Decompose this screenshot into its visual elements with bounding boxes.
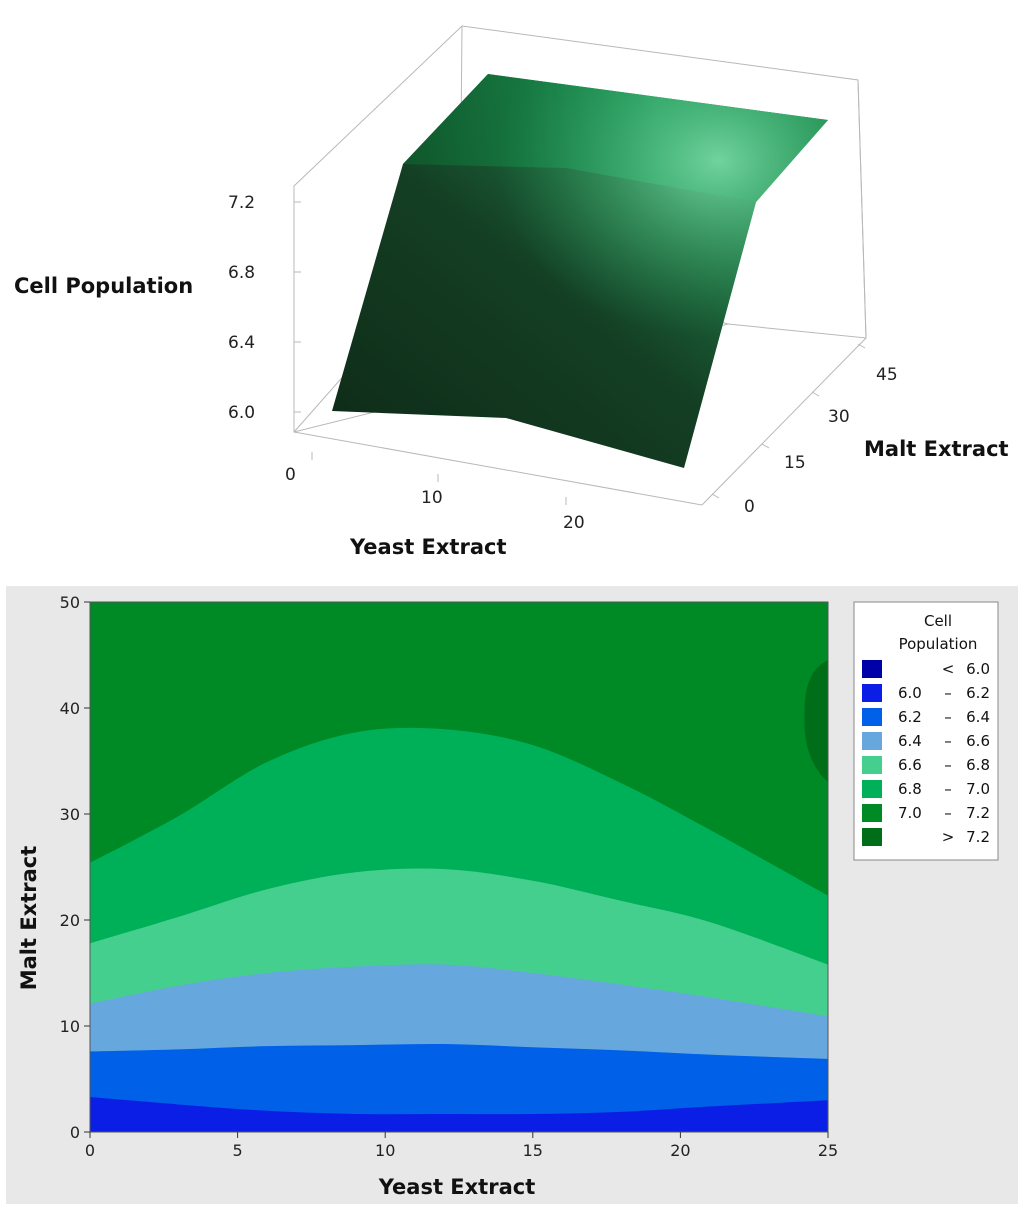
y-tick-marks [711, 343, 866, 499]
z-tick-label: 6.8 [228, 263, 255, 283]
x-axis-title: Yeast Extract [378, 1175, 536, 1199]
legend-range-high: 7.2 [966, 804, 990, 822]
plot-border [89, 601, 829, 1133]
x-tick-label: 5 [233, 1141, 243, 1160]
legend-range-low: 6.0 [898, 684, 922, 702]
y-tick-label: 15 [784, 453, 806, 473]
y-tick-label: 30 [60, 805, 80, 824]
z-tick-marks [294, 201, 301, 413]
x-axis-title: Yeast Extract [349, 535, 507, 559]
z-tick-label: 6.4 [228, 333, 255, 353]
legend-range-high: 6.2 [966, 684, 990, 702]
legend-range-low: 6.4 [898, 732, 922, 750]
legend-range-high: 6.8 [966, 756, 990, 774]
y-tick-label: 20 [60, 911, 80, 930]
legend-range-separator: – [944, 756, 952, 774]
y-axis-title: Malt Extract [864, 437, 1009, 461]
legend-range-low: 6.8 [898, 780, 922, 798]
legend-range-low: 6.6 [898, 756, 922, 774]
legend-title: Population [899, 635, 978, 653]
legend-title: Cell [924, 612, 952, 630]
legend-swatch [862, 780, 882, 798]
x-tick-marks [311, 452, 567, 505]
region-6.0-6.2 [90, 1097, 828, 1132]
x-tick-label: 10 [375, 1141, 395, 1160]
legend-swatch [862, 660, 882, 678]
contour-plot-panel: 0 5 10 15 20 25 0 10 20 30 40 50 Yeast Extract Malt… [6, 586, 1018, 1204]
x-tick-label: 20 [563, 513, 585, 533]
z-tick-label: 6.0 [228, 403, 255, 423]
legend-swatch [862, 732, 882, 750]
z-tick-label: 7.2 [228, 193, 255, 213]
y-tick-label: 30 [828, 407, 850, 427]
legend-range-separator: < [942, 660, 955, 678]
legend-range-high: 7.2 [966, 828, 990, 846]
legend-range-separator: > [942, 828, 955, 846]
legend-range-high: 7.0 [966, 780, 990, 798]
legend-range-low: 6.2 [898, 708, 922, 726]
legend-range-high: 6.6 [966, 732, 990, 750]
y-tick-label: 10 [60, 1017, 80, 1036]
legend-range-separator: – [944, 732, 952, 750]
x-tick-label: 20 [670, 1141, 690, 1160]
legend-swatch [862, 756, 882, 774]
x-tick-label: 0 [285, 465, 296, 485]
surface-plot: 7.2 6.8 6.4 6.0 0 10 20 0 15 30 45 Cell … [6, 8, 1018, 566]
contour-regions [90, 602, 828, 1132]
x-tick-label: 15 [523, 1141, 543, 1160]
y-axis-title: Malt Extract [17, 846, 41, 991]
response-surface [332, 74, 828, 468]
legend-swatch [862, 804, 882, 822]
y-tick-label: 40 [60, 699, 80, 718]
z-axis-title: Cell Population [14, 274, 193, 298]
legend-swatch [862, 684, 882, 702]
y-tick-label: 0 [744, 497, 755, 517]
legend-swatch [862, 708, 882, 726]
region-above-7.2 [804, 660, 828, 783]
y-tick-label: 0 [70, 1123, 80, 1142]
legend-range-low: 7.0 [898, 804, 922, 822]
legend-range-separator: – [944, 804, 952, 822]
legend: Cell Population <6.06.0–6.26.2–6.46.4–6.… [853, 601, 999, 861]
region-6.2-6.4 [90, 1043, 828, 1132]
x-tick-label: 10 [421, 488, 443, 508]
contour-axes: 0 5 10 15 20 25 0 10 20 30 40 50 [60, 593, 839, 1160]
legend-range-separator: – [944, 780, 952, 798]
contour-plot: 0 5 10 15 20 25 0 10 20 30 40 50 Yeast Extract Malt… [17, 593, 999, 1199]
legend-swatch [862, 828, 882, 846]
legend-range-high: 6.0 [966, 660, 990, 678]
x-tick-label: 0 [85, 1141, 95, 1160]
x-tick-label: 25 [818, 1141, 838, 1160]
legend-range-separator: – [944, 684, 952, 702]
surface-highlight [332, 74, 828, 468]
y-tick-label: 45 [876, 365, 898, 385]
legend-range-separator: – [944, 708, 952, 726]
surface-plot-panel: 7.2 6.8 6.4 6.0 0 10 20 0 15 30 45 Cell … [6, 8, 1018, 566]
y-tick-label: 50 [60, 593, 80, 612]
legend-range-high: 6.4 [966, 708, 990, 726]
